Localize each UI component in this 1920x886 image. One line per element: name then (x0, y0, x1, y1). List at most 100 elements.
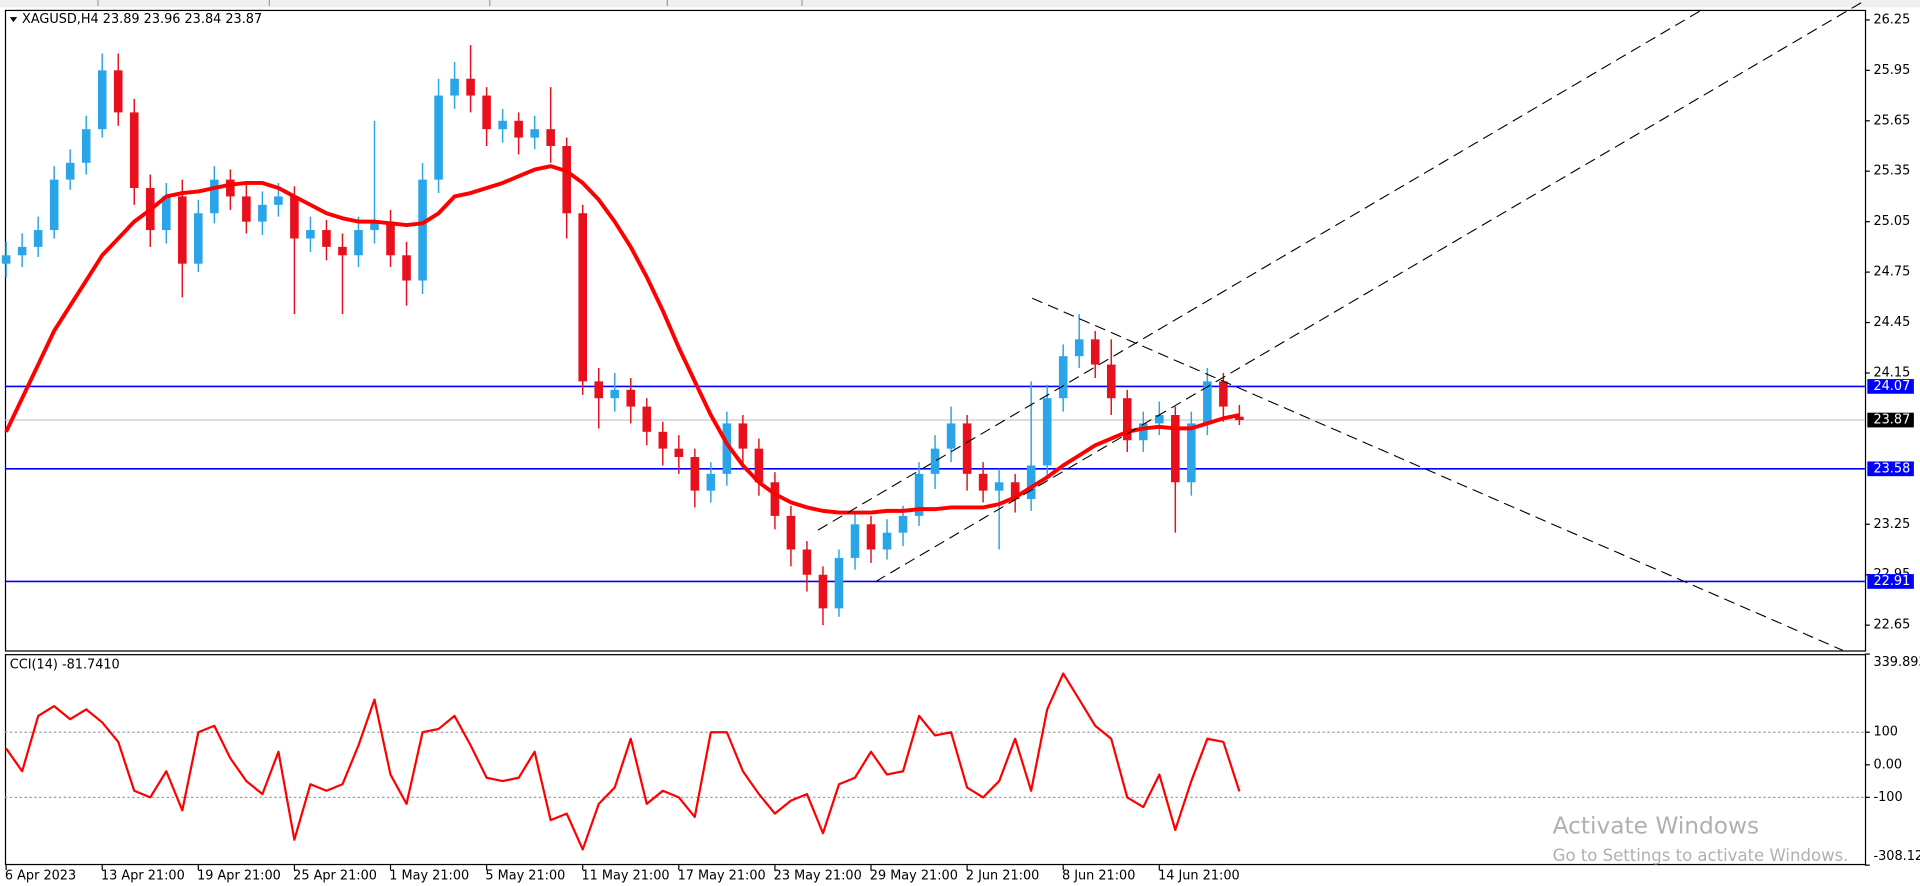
current-price-label-bg (1867, 412, 1914, 428)
candle-body (33, 230, 43, 247)
candle-body (514, 120, 523, 138)
x-tick-label: 5 May 21:00 (485, 869, 565, 884)
y-tick-label: 26.25 (1873, 12, 1910, 27)
candle-body (498, 120, 507, 130)
candle-body (754, 448, 764, 483)
menu-arrow[interactable] (9, 17, 18, 23)
candle-body (1235, 416, 1244, 421)
level-label: 22.91 (1873, 574, 1910, 589)
candle-body (1058, 356, 1068, 399)
level-label: 24.07 (1873, 379, 1910, 394)
candle-body (210, 179, 219, 214)
candle-body (1090, 339, 1100, 365)
candle-body (1026, 465, 1036, 500)
candle-body (113, 70, 123, 113)
candle-body (882, 532, 892, 550)
candle-body (914, 473, 924, 516)
candle-body (690, 457, 700, 491)
candle-body (97, 70, 107, 130)
candle-body (802, 549, 812, 575)
x-tick-label: 6 Apr 2023 (5, 869, 76, 884)
y-tick-label: 25.95 (1873, 63, 1910, 78)
tab-strip (0, 0, 1920, 8)
candle-body (594, 381, 604, 399)
candle-body (610, 389, 620, 399)
candle-body (1138, 423, 1148, 441)
y-tick-label: 24.15 (1873, 365, 1910, 380)
candle-body (370, 221, 379, 231)
candle-body (17, 246, 27, 256)
candle-body (642, 406, 652, 432)
candle-body (226, 179, 235, 197)
candle-body (1074, 339, 1084, 357)
x-tick-label: 17 May 21:00 (678, 869, 766, 884)
candle-body (1219, 381, 1228, 407)
candle-body (770, 482, 780, 516)
candle-body (722, 423, 732, 474)
moving-average (4, 164, 1240, 515)
x-tick-label: 13 Apr 21:00 (101, 869, 185, 884)
watermark-title: Activate Windows (1553, 813, 1760, 840)
candle-body (1187, 423, 1196, 483)
candle-body (1042, 398, 1052, 466)
candle-body (290, 196, 299, 239)
candle-body (129, 112, 139, 189)
candle-body (466, 78, 475, 96)
level-label-bg (1867, 574, 1914, 589)
candle-body (322, 230, 331, 247)
y-tick-label: 25.35 (1873, 164, 1910, 179)
candle-body (994, 482, 1004, 491)
candle-body (738, 423, 748, 449)
x-tick-label: 14 Jun 21:00 (1158, 869, 1240, 884)
candle-body (258, 204, 267, 222)
candle-body (898, 515, 908, 533)
y-tick-label: 23.25 (1873, 517, 1910, 532)
candle-body (578, 213, 587, 382)
candle-body (418, 179, 427, 281)
candle-body (786, 515, 796, 550)
candle-body (834, 557, 844, 609)
candle-body (386, 221, 395, 256)
candle-body (1010, 482, 1020, 500)
indicator-title: CCI(14) -81.7410 (10, 658, 120, 673)
candle-body (962, 423, 972, 474)
candle-body (338, 246, 347, 256)
trend-lines (817, 0, 1864, 651)
candle-body (49, 179, 59, 231)
candle-body (818, 574, 828, 609)
level-label-bg (1867, 379, 1914, 394)
cci-pane-border (4, 654, 1867, 866)
x-tick-label: 2 Jun 21:00 (966, 869, 1039, 884)
candle-body (162, 196, 171, 231)
y-tick-label: 25.05 (1873, 214, 1910, 229)
y-tick-label: 24.75 (1873, 265, 1910, 280)
x-tick-label: 8 Jun 21:00 (1062, 869, 1135, 884)
y-tick-label: 100 (1873, 725, 1898, 740)
candle-body (306, 230, 315, 239)
candle-body (658, 431, 668, 449)
candle-body (1122, 398, 1132, 441)
current-price-label: 23.87 (1873, 413, 1910, 428)
y-tick-label: 25.65 (1873, 113, 1910, 128)
x-tick-label: 1 May 21:00 (389, 869, 469, 884)
cci-line (5, 672, 1241, 851)
candle-body (1155, 415, 1164, 424)
candle-body (450, 78, 459, 96)
candle-body (354, 230, 363, 256)
x-tick-label: 29 May 21:00 (870, 869, 958, 884)
candle-body (946, 423, 956, 449)
candle-body (242, 196, 251, 222)
candle-body (274, 196, 283, 205)
candle-body (978, 473, 988, 491)
chart-title: XAGUSD,H4 23.89 23.96 23.84 23.87 (22, 12, 262, 27)
candle-body (626, 389, 636, 407)
x-tick-label: 25 Apr 21:00 (293, 869, 377, 884)
candle-body (434, 95, 443, 180)
candle-body (1203, 381, 1212, 424)
candle-body (65, 162, 75, 180)
y-tick-label: 24.45 (1873, 315, 1910, 330)
candle-body (81, 129, 91, 163)
